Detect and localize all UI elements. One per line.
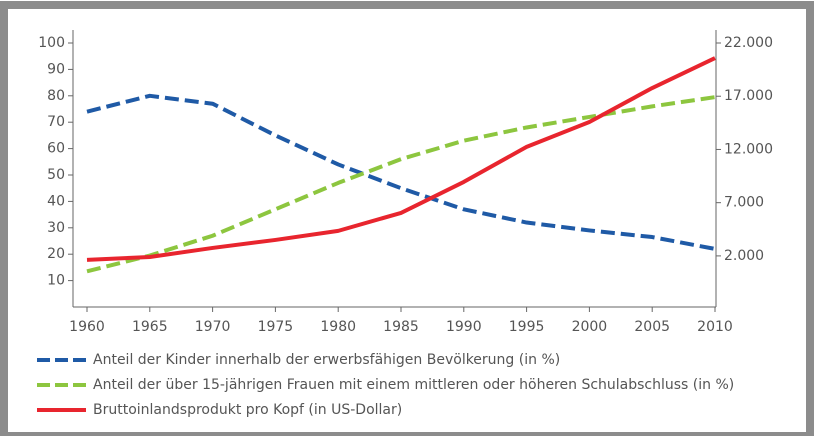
y-tick-label: 70 [47, 114, 65, 130]
y-tick-label: 80 [47, 88, 65, 104]
y2-tick-label: 2.000 [724, 248, 764, 264]
y-tick-label: 20 [47, 246, 65, 262]
y2-tick-label: 7.000 [724, 195, 764, 211]
y-tick-label: 90 [47, 61, 65, 77]
y-tick-label: 40 [47, 193, 65, 209]
series-line [86, 95, 716, 274]
y-tick-label: 30 [47, 220, 65, 236]
legend-label: Anteil der über 15-jährigen Frauen mit e… [93, 377, 734, 393]
y2-tick-label: 12.000 [724, 141, 773, 157]
x-tick-label: 1965 [132, 319, 168, 335]
y-tick-label: 100 [38, 35, 65, 51]
y-tick-label: 10 [47, 273, 65, 289]
legend-label: Bruttoinlandsprodukt pro Kopf (in US-Dol… [93, 402, 402, 418]
x-tick-label: 1980 [320, 319, 356, 335]
x-tick-label: 2000 [572, 319, 608, 335]
y-tick-label: 50 [47, 167, 65, 183]
y2-tick-label: 22.000 [724, 35, 773, 51]
x-tick-label: 2010 [697, 319, 733, 335]
series-line [86, 93, 716, 251]
x-tick-label: 1970 [195, 319, 231, 335]
y-tick-label: 60 [47, 141, 65, 157]
legend-label: Anteil der Kinder innerhalb der erwerbsf… [93, 352, 560, 368]
x-tick-label: 1960 [69, 319, 105, 335]
x-tick-label: 1975 [258, 319, 294, 335]
x-tick-label: 2005 [634, 319, 670, 335]
x-tick-label: 1995 [509, 319, 545, 335]
x-tick-label: 1990 [446, 319, 482, 335]
y2-tick-label: 17.000 [724, 88, 773, 104]
series-line [86, 56, 716, 262]
x-tick-label: 1985 [383, 319, 419, 335]
